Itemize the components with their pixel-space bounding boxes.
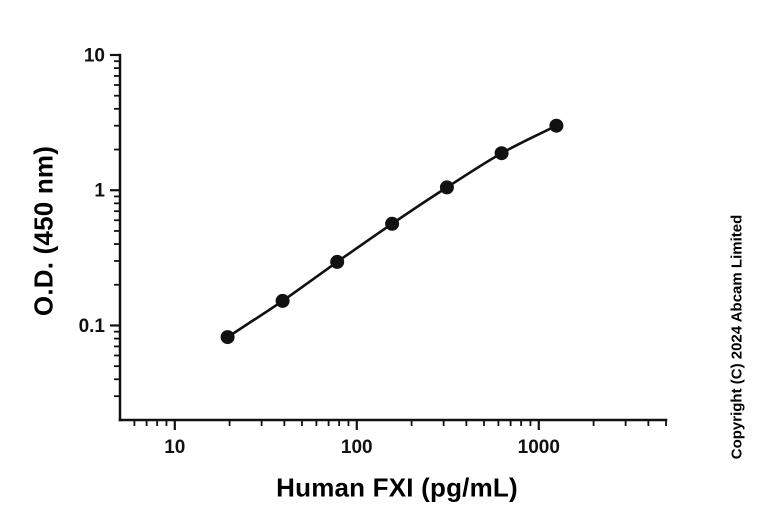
y-tick-label: 10 <box>84 46 105 67</box>
data-point <box>494 146 509 161</box>
data-point <box>275 293 290 308</box>
copyright-notice: Copyright (C) 2024 Abcam Limited <box>728 214 746 460</box>
y-tick-label: 1 <box>94 181 105 202</box>
data-point <box>549 118 564 133</box>
x-tick-label: 10 <box>164 437 185 458</box>
data-point <box>220 330 235 345</box>
x-tick-label: 100 <box>341 437 373 458</box>
y-tick-label: 0.1 <box>79 316 106 337</box>
y-axis-title: O.D. (450 nm) <box>28 145 59 317</box>
data-point <box>330 254 345 269</box>
data-point <box>385 216 400 231</box>
x-tick-label: 1000 <box>518 437 560 458</box>
x-axis-title: Human FXI (pg/mL) <box>276 472 518 503</box>
data-point <box>439 180 454 195</box>
